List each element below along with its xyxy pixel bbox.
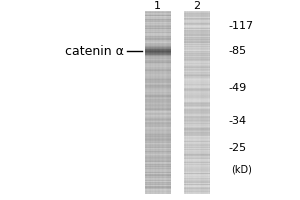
Text: 1: 1 xyxy=(154,1,161,11)
Text: -34: -34 xyxy=(228,116,246,126)
Text: -25: -25 xyxy=(228,143,246,153)
Text: (kD): (kD) xyxy=(231,164,252,174)
Text: catenin α: catenin α xyxy=(65,45,124,58)
Text: 2: 2 xyxy=(193,1,200,11)
Text: -117: -117 xyxy=(228,21,253,31)
Text: -49: -49 xyxy=(228,83,246,93)
Text: -85: -85 xyxy=(228,46,246,56)
